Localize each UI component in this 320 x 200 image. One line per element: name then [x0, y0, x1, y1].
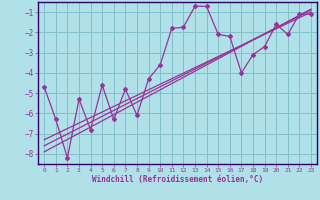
X-axis label: Windchill (Refroidissement éolien,°C): Windchill (Refroidissement éolien,°C) — [92, 175, 263, 184]
